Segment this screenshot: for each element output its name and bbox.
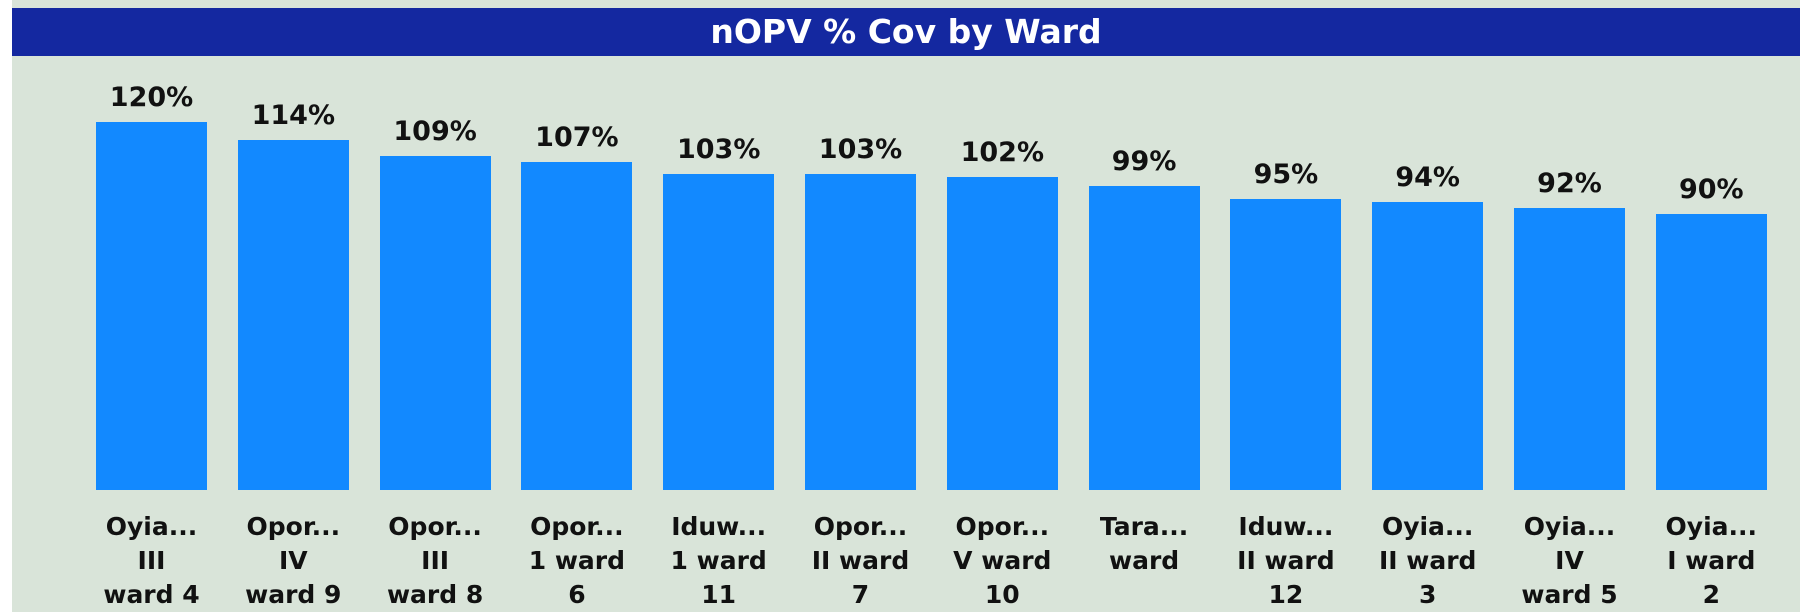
- x-tick-label: Opor... V ward 10: [953, 512, 1052, 609]
- bar: [1088, 186, 1200, 490]
- x-tick-label: Opor... 1 ward 6: [528, 512, 626, 609]
- bar: [1372, 201, 1484, 490]
- x-tick-label: Tara... ward: [1099, 512, 1189, 575]
- data-label: 95%: [1253, 158, 1319, 190]
- bar: [1230, 198, 1342, 490]
- x-tick-label: Oyia... III ward 4: [103, 512, 200, 609]
- data-label: 114%: [251, 100, 335, 132]
- x-tick-label: Oyia... IV ward 5: [1521, 512, 1618, 609]
- bar: [379, 155, 491, 490]
- data-label: 109%: [393, 115, 477, 147]
- bar: [805, 174, 916, 490]
- bar: [521, 161, 633, 490]
- bar: [96, 121, 207, 490]
- x-tick-label: Opor... II ward 7: [811, 512, 910, 609]
- data-label: 99%: [1111, 146, 1177, 178]
- x-tick-label: Oyia... I ward 2: [1665, 512, 1758, 609]
- chart-title: nOPV % Cov by Ward: [12, 8, 1800, 56]
- x-tick-label: Opor... III ward 8: [386, 512, 484, 609]
- x-tick-label: Iduw... II ward 12: [1237, 512, 1335, 609]
- bar: [1655, 213, 1767, 490]
- bar: [663, 174, 775, 490]
- x-tick-label: Oyia... II ward 3: [1378, 512, 1477, 609]
- data-label: 103%: [676, 134, 761, 166]
- bar: [237, 140, 349, 490]
- x-tick-label: Iduw... 1 ward 11: [670, 512, 767, 609]
- data-label: 120%: [109, 81, 194, 113]
- bar: [946, 177, 1058, 490]
- data-label: 94%: [1395, 161, 1460, 193]
- data-label: 90%: [1678, 173, 1744, 205]
- x-tick-label: Opor... IV ward 9: [245, 512, 342, 609]
- data-label: 107%: [535, 121, 619, 153]
- data-label: 102%: [960, 137, 1044, 169]
- data-label: 92%: [1537, 167, 1602, 199]
- bar: [1514, 207, 1625, 490]
- data-label: 103%: [818, 134, 903, 166]
